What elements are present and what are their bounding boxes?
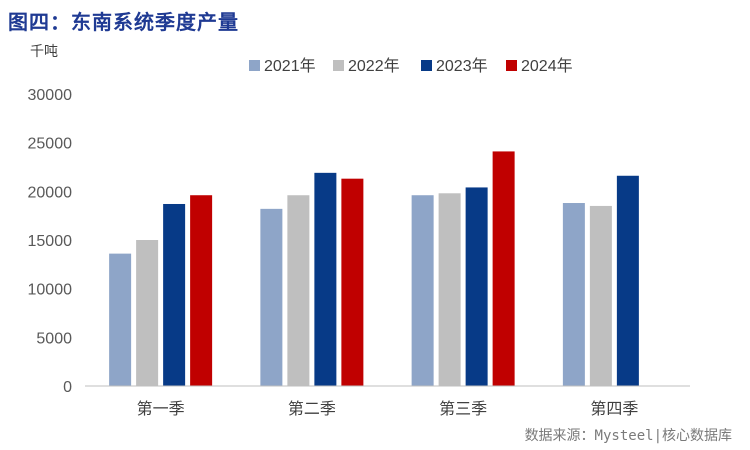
legend-label: 2024年 xyxy=(521,57,573,75)
bar-2021年-第四季 xyxy=(562,203,585,386)
bar-2022年-第二季 xyxy=(287,195,310,386)
bar-2023年-第四季 xyxy=(616,175,639,386)
y-tick-label: 30000 xyxy=(28,87,73,104)
bar-2021年-第一季 xyxy=(109,253,132,386)
y-tick-label: 10000 xyxy=(28,282,73,299)
bars xyxy=(109,151,639,386)
x-category-label: 第一季 xyxy=(137,399,185,418)
page-title: 图四：东南系统季度产量 xyxy=(8,10,239,34)
legend-swatch xyxy=(506,60,517,71)
y-tick-label: 15000 xyxy=(28,233,73,250)
legend-swatch xyxy=(333,60,344,71)
x-category-label: 第四季 xyxy=(590,399,638,418)
bar-2023年-第三季 xyxy=(465,187,488,386)
bar-2022年-第四季 xyxy=(589,205,612,386)
source-note: 数据来源：Mysteel|核心数据库 xyxy=(524,428,732,444)
bar-2021年-第二季 xyxy=(260,208,283,386)
y-tick-label: 20000 xyxy=(28,184,73,201)
bar-2024年-第二季 xyxy=(341,178,364,386)
legend-swatch xyxy=(421,60,432,71)
y-tick-label: 5000 xyxy=(36,330,72,347)
x-axis: 第一季 第二季 第三季 第四季 xyxy=(85,385,690,418)
y-axis-unit-label: 千吨 xyxy=(30,44,58,60)
legend-label: 2022年 xyxy=(348,57,400,75)
bar-2022年-第一季 xyxy=(136,240,159,386)
y-axis: 千吨 0 5000 10000 15000 20000 25000 30000 xyxy=(28,44,73,396)
y-tick-label: 25000 xyxy=(28,136,73,153)
bar-2024年-第三季 xyxy=(492,151,515,386)
x-category-label: 第二季 xyxy=(288,399,336,418)
bar-2023年-第二季 xyxy=(314,172,337,386)
y-tick-label: 0 xyxy=(63,379,72,396)
legend-swatch xyxy=(249,60,260,71)
bar-2024年-第一季 xyxy=(190,195,213,386)
bar-2023年-第一季 xyxy=(163,203,186,386)
legend-label: 2023年 xyxy=(436,57,488,75)
legend-label: 2021年 xyxy=(264,57,316,75)
x-category-label: 第三季 xyxy=(439,399,487,418)
legend: 2021年 2022年 2023年 2024年 xyxy=(249,57,573,75)
bar-2022年-第三季 xyxy=(438,193,461,386)
bar-2021年-第三季 xyxy=(411,195,434,386)
